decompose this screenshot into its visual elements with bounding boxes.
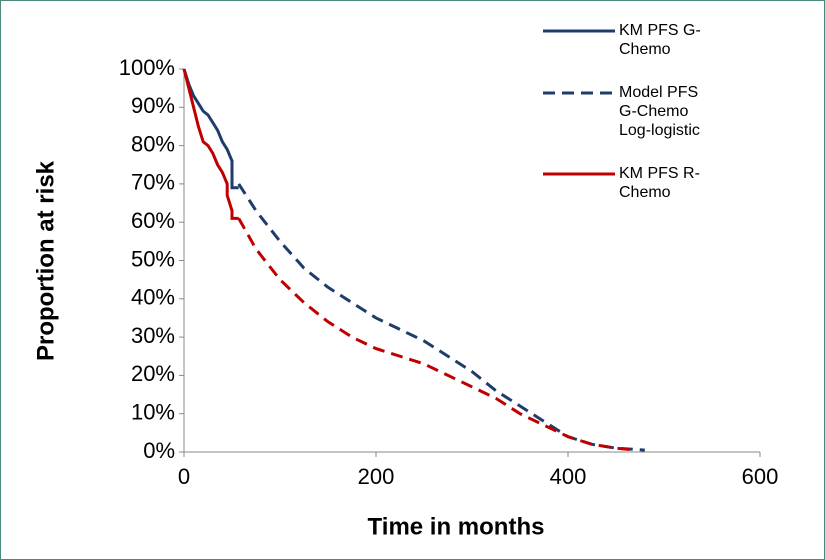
legend-swatch — [543, 29, 615, 33]
y-tick-label: 100% — [119, 55, 175, 80]
legend-swatch — [543, 172, 615, 176]
x-tick-label: 200 — [358, 464, 395, 489]
y-tick-label: 0% — [143, 438, 175, 463]
y-tick-label: 40% — [131, 285, 175, 310]
y-tick-label: 50% — [131, 246, 175, 271]
y-tick-label: 80% — [131, 131, 175, 156]
line-series — [182, 68, 239, 220]
legend-label: KM PFS R-Chemo — [619, 165, 700, 201]
legend-label: Model PFS G-Chemo Log-logistic — [619, 84, 700, 139]
line-series — [237, 217, 636, 452]
y-axis-title: Proportion at risk — [32, 160, 59, 361]
line-series — [237, 183, 645, 452]
legend-entry: KM PFS G-Chemo — [541, 21, 719, 59]
y-tick-label: 60% — [131, 208, 175, 233]
legend-entry: Model PFS G-Chemo Log-logistic — [541, 83, 719, 140]
x-tick-label: 0 — [178, 464, 190, 489]
y-tick-label: 70% — [131, 170, 175, 195]
x-tick-label: 600 — [742, 464, 779, 489]
x-tick-label: 400 — [550, 464, 587, 489]
legend-label: KM PFS G-Chemo — [619, 22, 701, 58]
line-series — [182, 68, 239, 190]
legend-swatch — [543, 91, 615, 95]
y-tick-label: 30% — [131, 323, 175, 348]
y-tick-label: 90% — [131, 93, 175, 118]
y-tick-label: 20% — [131, 361, 175, 386]
y-tick-label: 10% — [131, 400, 175, 425]
x-axis-title: Time in months — [368, 513, 545, 540]
legend-entry: KM PFS R-Chemo — [541, 164, 719, 202]
